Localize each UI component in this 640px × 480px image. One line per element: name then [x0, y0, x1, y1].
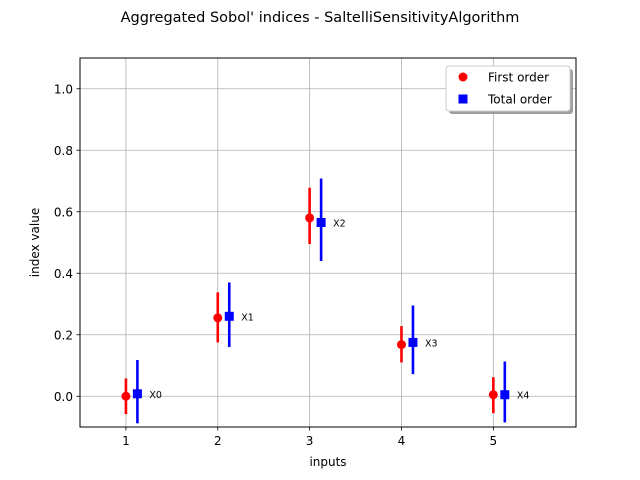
input-label: X4 — [517, 391, 530, 402]
plot-frame — [79, 57, 577, 428]
data-points — [121, 213, 510, 401]
y-tick-label: 0.8 — [54, 144, 73, 158]
first-order-point — [396, 340, 406, 350]
y-tick-label: 1.0 — [54, 82, 73, 96]
y-tick-label: 0.0 — [54, 390, 73, 404]
first-order-point — [488, 390, 498, 400]
x-tick-label: 2 — [214, 434, 222, 448]
input-label: X1 — [241, 312, 254, 323]
chart-title: Aggregated Sobol' indices - SaltelliSens… — [121, 10, 520, 26]
axis-ticks: 1 2 3 4 5 0.0 0.2 0.4 0.6 0.8 1.0 — [54, 82, 497, 448]
x-tick-label: 5 — [490, 434, 498, 448]
x-tick-label: 4 — [398, 434, 406, 448]
legend-label: Total order — [487, 93, 552, 107]
first-order-point — [305, 213, 315, 223]
input-label: X3 — [425, 338, 438, 349]
first-order-point — [213, 313, 223, 323]
y-axis-label: index value — [28, 208, 42, 277]
y-tick-label: 0.6 — [54, 205, 73, 219]
total-order-point — [316, 218, 326, 228]
legend: First order Total order — [445, 65, 573, 114]
input-label: X0 — [149, 390, 162, 401]
total-order-point — [224, 311, 234, 321]
legend-box — [445, 65, 571, 112]
input-label: X2 — [333, 219, 346, 230]
legend-marker-first-order — [458, 72, 468, 82]
first-order-point — [121, 391, 131, 401]
x-axis-label: inputs — [309, 455, 346, 469]
legend-marker-total-order — [458, 94, 468, 104]
y-tick-label: 0.4 — [54, 267, 73, 281]
total-order-point — [132, 389, 142, 399]
total-order-point — [408, 337, 418, 347]
total-order-point — [500, 390, 510, 400]
input-labels: X0 X1 X2 X3 X4 — [149, 219, 529, 402]
legend-label: First order — [488, 71, 549, 85]
x-tick-label: 3 — [306, 434, 314, 448]
x-tick-label: 1 — [122, 434, 130, 448]
y-tick-label: 0.2 — [54, 328, 73, 342]
